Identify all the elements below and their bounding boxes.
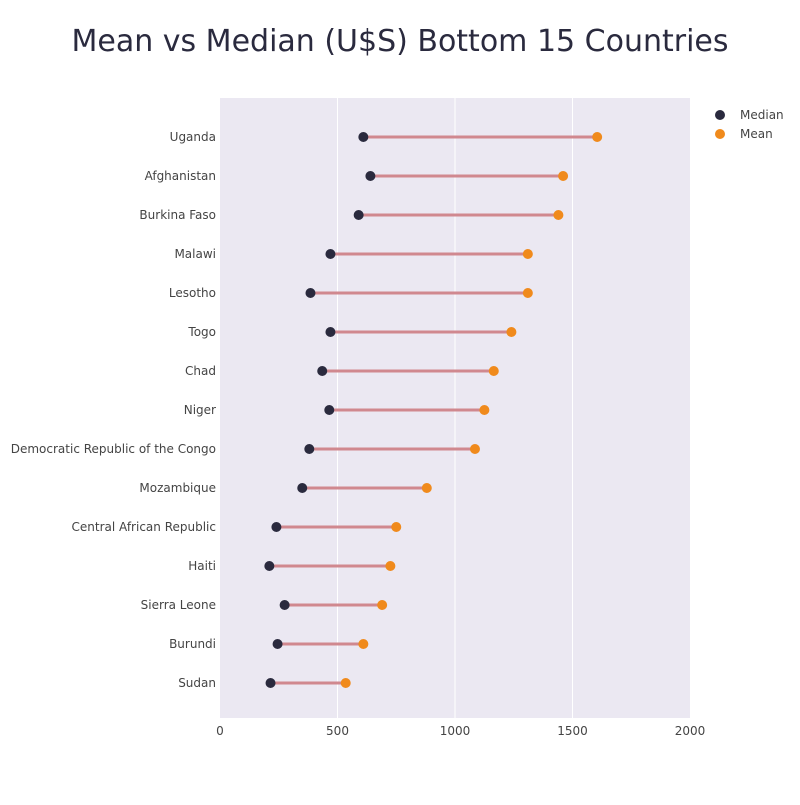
x-tick-label: 500 (326, 724, 349, 738)
grid-lines (337, 98, 573, 718)
x-tick-label: 1000 (440, 724, 471, 738)
mean-point[interactable] (553, 210, 564, 220)
y-tick-label: Togo (187, 325, 216, 339)
y-tick-label: Central African Republic (72, 520, 216, 534)
y-tick-label: Sierra Leone (141, 598, 216, 612)
y-tick-label: Lesotho (169, 286, 216, 300)
median-point[interactable] (365, 171, 376, 181)
median-point[interactable] (325, 327, 336, 337)
mean-point[interactable] (421, 483, 432, 493)
y-tick-label: Uganda (170, 130, 216, 144)
x-tick-label: 0 (216, 724, 224, 738)
median-point[interactable] (325, 249, 336, 259)
median-point[interactable] (279, 600, 290, 610)
chart-title: Mean vs Median (U$S) Bottom 15 Countries (71, 24, 728, 59)
mean-point[interactable] (377, 600, 388, 610)
median-point[interactable] (358, 132, 369, 142)
legend-label[interactable]: Median (740, 108, 784, 122)
mean-point[interactable] (358, 639, 369, 649)
mean-point[interactable] (340, 678, 351, 688)
y-tick-label: Mozambique (139, 481, 216, 495)
median-point[interactable] (304, 444, 315, 454)
mean-point[interactable] (385, 561, 396, 571)
median-point[interactable] (324, 405, 335, 415)
mean-point[interactable] (479, 405, 490, 415)
y-tick-label: Haiti (188, 559, 216, 573)
x-axis-tick-labels: 0 500 1000 1500 2000 (216, 724, 705, 738)
median-point[interactable] (264, 561, 275, 571)
median-point[interactable] (297, 483, 308, 493)
mean-point[interactable] (391, 522, 402, 532)
mean-point[interactable] (558, 171, 569, 181)
y-tick-label: Chad (185, 364, 216, 378)
median-point[interactable] (305, 288, 316, 298)
x-tick-label: 1500 (557, 724, 588, 738)
y-tick-label: Niger (184, 403, 216, 417)
legend-marker[interactable] (715, 129, 725, 139)
median-point[interactable] (265, 678, 276, 688)
y-tick-label: Democratic Republic of the Congo (11, 442, 216, 456)
mean-point[interactable] (592, 132, 603, 142)
y-tick-label: Burundi (169, 637, 216, 651)
mean-point[interactable] (506, 327, 517, 337)
median-point[interactable] (272, 639, 283, 649)
data-markers (264, 132, 603, 688)
y-tick-label: Sudan (178, 676, 216, 690)
mean-point[interactable] (522, 288, 533, 298)
dumbbell-connectors (269, 135, 598, 685)
legend[interactable]: Median Mean (715, 108, 784, 141)
median-point[interactable] (317, 366, 328, 376)
median-point[interactable] (353, 210, 364, 220)
mean-point[interactable] (488, 366, 499, 376)
y-tick-label: Afghanistan (145, 169, 216, 183)
y-axis-tick-labels: Uganda Afghanistan Burkina Faso Malawi Lesot… (11, 130, 216, 690)
legend-label[interactable]: Mean (740, 127, 773, 141)
mean-point[interactable] (469, 444, 480, 454)
y-tick-label: Burkina Faso (139, 208, 216, 222)
median-point[interactable] (271, 522, 282, 532)
legend-marker[interactable] (715, 110, 725, 120)
mean-point[interactable] (522, 249, 533, 259)
y-tick-label: Malawi (174, 247, 216, 261)
x-tick-label: 2000 (675, 724, 706, 738)
